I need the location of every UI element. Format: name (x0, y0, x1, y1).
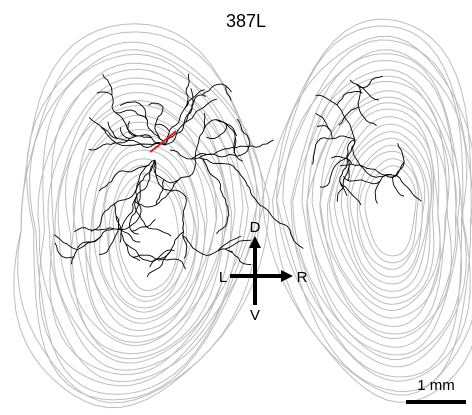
neurite (154, 113, 205, 183)
contour (262, 19, 472, 402)
contour (330, 117, 434, 304)
page: 387L D V L R 1 mm (() => { const data = … (0, 0, 472, 415)
neurite (89, 118, 117, 139)
neurite (375, 181, 380, 203)
compass-right: R (297, 269, 308, 286)
neurite (130, 182, 141, 234)
neurite (393, 177, 405, 196)
neurite (150, 251, 171, 267)
scale-bar-label: 1 mm (417, 377, 455, 394)
compass-ventral: V (250, 307, 260, 324)
neurite (89, 145, 103, 150)
contour (14, 24, 269, 408)
section-contours (14, 19, 472, 407)
contour (113, 174, 183, 297)
neurite (234, 137, 243, 161)
contour (83, 130, 207, 331)
neurite (99, 165, 149, 191)
neurite (135, 197, 172, 236)
contour (350, 145, 425, 277)
neurite (126, 244, 175, 262)
contour (277, 40, 471, 381)
contour (365, 166, 416, 256)
figure: 387L D V L R 1 mm (0, 0, 472, 415)
contour (273, 26, 472, 395)
neurite (54, 235, 77, 250)
compass-dorsal: D (250, 219, 261, 236)
neurite (103, 74, 114, 107)
figure-title: 387L (226, 11, 266, 31)
contour (357, 151, 422, 269)
contour (341, 132, 431, 292)
contour (307, 76, 456, 347)
compass-left: L (219, 269, 227, 286)
